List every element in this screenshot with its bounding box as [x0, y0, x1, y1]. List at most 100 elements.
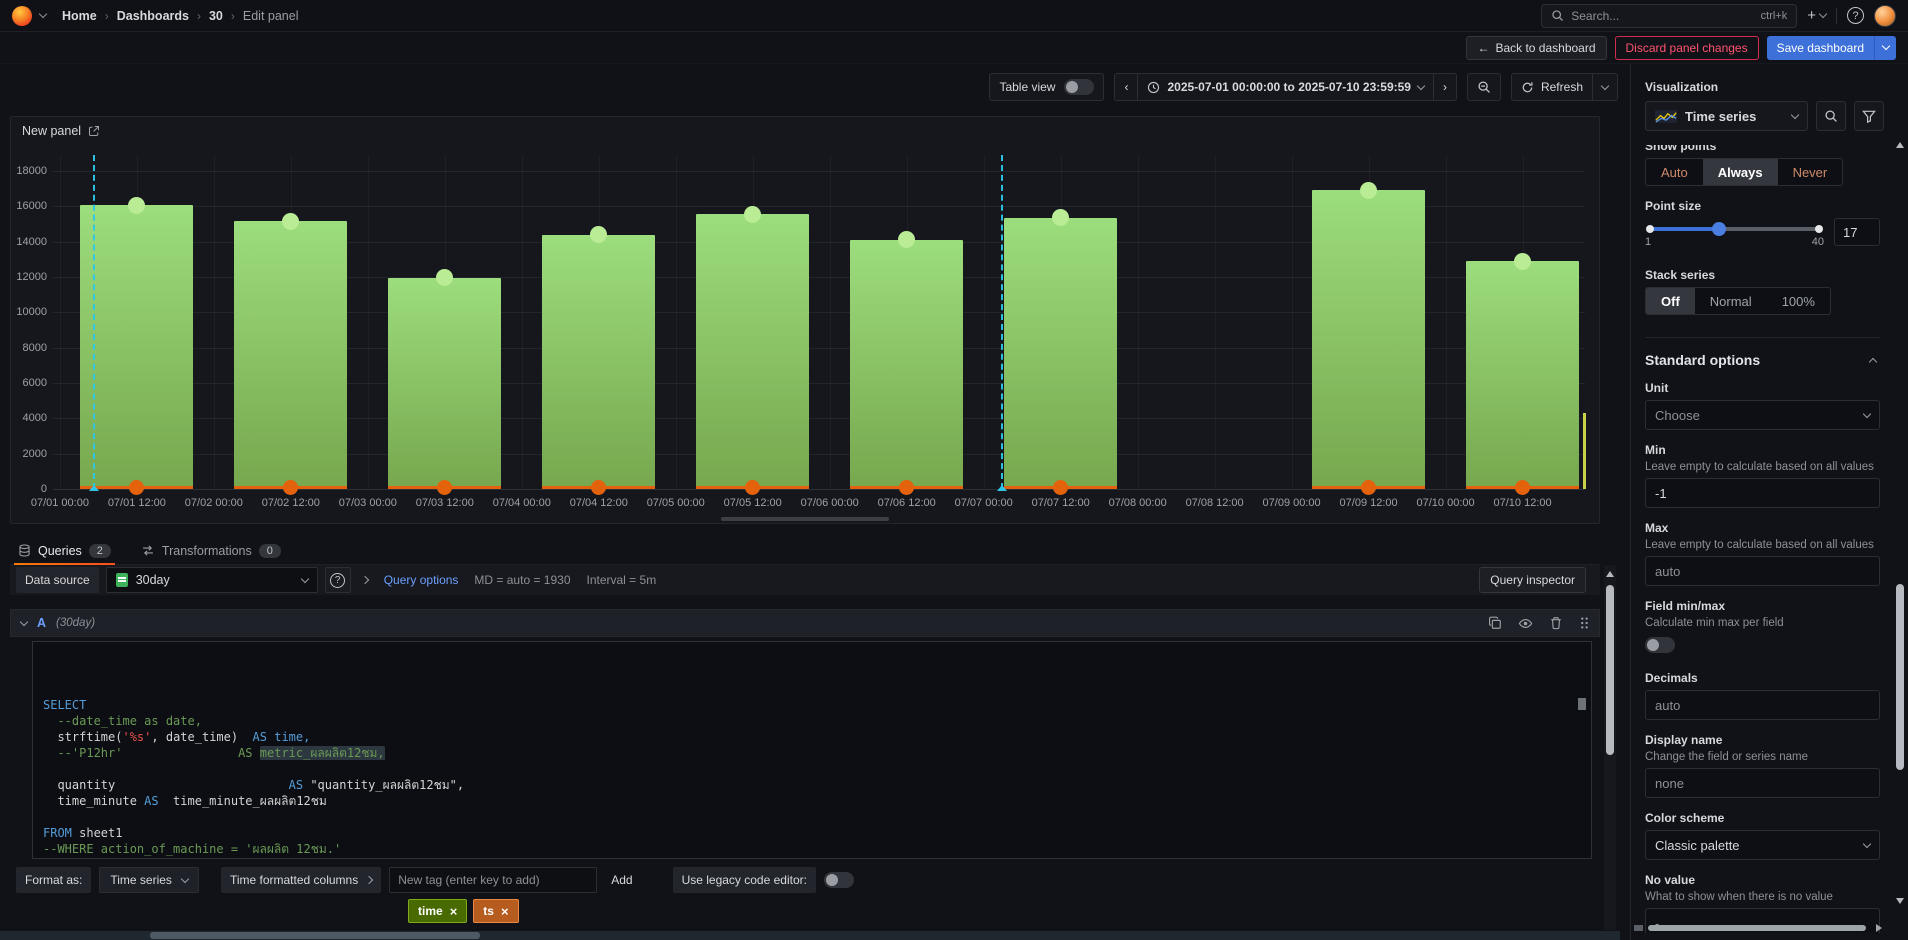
query-options-link[interactable]: Query options: [383, 573, 459, 587]
min-input[interactable]: [1645, 478, 1880, 508]
point-size-value-input[interactable]: [1834, 218, 1880, 246]
legacy-editor-toggle[interactable]: [823, 872, 854, 888]
radio-option-auto[interactable]: Auto: [1661, 164, 1688, 180]
discard-panel-changes-button[interactable]: Discard panel changes: [1614, 35, 1759, 60]
datasource-help-button[interactable]: ?: [324, 567, 351, 593]
save-dashboard-button[interactable]: Save dashboard: [1766, 35, 1874, 60]
scrollbar-thumb[interactable]: [150, 932, 480, 939]
bottom-horizontal-scrollbar[interactable]: [0, 931, 1620, 940]
time-shift-back-button[interactable]: ‹: [1124, 80, 1129, 94]
zoom-out-icon: [1477, 80, 1491, 94]
un​it-select[interactable]: Choose: [1645, 400, 1880, 430]
visualization-select[interactable]: Time series: [1645, 101, 1808, 131]
chevron-down-icon[interactable]: [19, 617, 29, 626]
tab-queries[interactable]: Queries 2: [14, 537, 115, 565]
clipped-edge-bar: [1583, 413, 1586, 489]
secondary-series-point: [1515, 479, 1531, 495]
back-to-dashboard-button[interactable]: ← Back to dashboard: [1466, 35, 1607, 60]
add-button[interactable]: +: [1807, 7, 1828, 24]
scrollbar-thumb[interactable]: [1648, 925, 1866, 931]
field-minmax-toggle[interactable]: [1645, 637, 1675, 653]
radio-option-never[interactable]: Never: [1792, 164, 1828, 180]
panel-toolbar: Table view ‹ 2025-07-01 00:00:00 to 2025…: [0, 72, 1618, 102]
time-shift-forward-button[interactable]: ›: [1432, 74, 1456, 100]
remove-tag-icon[interactable]: ×: [500, 903, 509, 919]
decimals-input[interactable]: [1645, 690, 1880, 720]
chevron-right-icon[interactable]: [360, 575, 369, 585]
radio-option-off[interactable]: Off: [1646, 288, 1695, 314]
datasource-select[interactable]: 30day: [105, 567, 318, 593]
search-options-button[interactable]: [1816, 101, 1846, 131]
search-box[interactable]: ctrl+k: [1541, 3, 1798, 28]
x-tick-label: 07/04 00:00: [492, 497, 551, 509]
queries-vertical-scrollbar[interactable]: [1604, 565, 1616, 930]
breadcrumb-item[interactable]: Dashboards: [116, 8, 189, 23]
remove-tag-icon[interactable]: ×: [449, 903, 458, 919]
visualization-label: Visualization: [1645, 80, 1719, 94]
plot-area[interactable]: 0 2000 4000 6000 8000 10000 12000 14000 16000 180…: [16, 155, 1586, 509]
breadcrumb-item[interactable]: Edit panel: [242, 8, 299, 23]
sql-editor[interactable]: SELECT --date_time as date, strftime('%s…: [32, 641, 1592, 859]
save-dashboard-caret[interactable]: [1874, 35, 1896, 60]
scroll-down-arrow[interactable]: [1896, 898, 1904, 904]
x-tick-label: 07/02 00:00: [184, 497, 243, 509]
chevron-down-icon[interactable]: [38, 9, 48, 19]
time-column-tag-input[interactable]: [389, 867, 598, 893]
refresh-label: Refresh: [1540, 80, 1583, 94]
tab-label: Queries: [38, 543, 82, 558]
refresh-button[interactable]: Refresh: [1512, 74, 1592, 100]
scroll-up-arrow[interactable]: [1896, 142, 1904, 148]
zoom-out-button[interactable]: [1468, 74, 1500, 100]
radio-option-always[interactable]: Always: [1702, 159, 1778, 185]
filter-options-button[interactable]: [1854, 101, 1884, 131]
panel-header[interactable]: New panel: [11, 117, 1599, 145]
refresh-interval-caret[interactable]: [1592, 74, 1617, 100]
drag-handle-icon[interactable]: [1579, 616, 1589, 630]
external-link-icon[interactable]: [88, 125, 100, 137]
x-tick-label: 07/03 00:00: [338, 497, 397, 509]
duplicate-query-icon[interactable]: [1488, 616, 1502, 630]
radio-option-100[interactable]: 100%: [1781, 293, 1815, 309]
annotation-marker[interactable]: [88, 485, 99, 491]
time-range-group: ‹ 2025-07-01 00:00:00 to 2025-07-10 23:5…: [1114, 73, 1457, 101]
tab-transformations[interactable]: Transformations 0: [137, 537, 285, 564]
radio-option-normal[interactable]: Normal: [1709, 293, 1752, 309]
scrollbar-thumb[interactable]: [1606, 585, 1614, 755]
delete-query-trash-icon[interactable]: [1549, 616, 1563, 630]
breadcrumb-item[interactable]: 30: [208, 8, 223, 23]
scroll-up-arrow[interactable]: [1606, 571, 1614, 577]
time-range-picker[interactable]: 2025-07-01 00:00:00 to 2025-07-10 23:59:…: [1137, 74, 1433, 100]
help-icon[interactable]: ?: [1847, 7, 1864, 24]
min-label: Min: [1645, 443, 1666, 457]
scroll-right-arrow[interactable]: [1876, 924, 1882, 932]
time-formatted-columns-label[interactable]: Time formatted columns: [220, 867, 382, 893]
search-input[interactable]: [1571, 8, 1754, 23]
gridline-vertical: [213, 155, 215, 489]
sidebar-horizontal-scrollbar[interactable]: [1634, 924, 1882, 932]
avatar[interactable]: [1874, 4, 1896, 27]
table-view-toggle[interactable]: [1064, 79, 1095, 95]
hide-query-eye-icon[interactable]: [1518, 616, 1533, 631]
grafana-logo-icon[interactable]: [12, 5, 32, 26]
display-name-input[interactable]: [1645, 768, 1880, 798]
query-row-header[interactable]: A (30day): [10, 609, 1600, 637]
annotation-line[interactable]: [92, 155, 95, 489]
breadcrumb-item[interactable]: Home: [62, 8, 97, 23]
add-tag-button[interactable]: Add: [611, 873, 633, 887]
format-as-select[interactable]: Time series: [99, 867, 199, 893]
time-column-tag[interactable]: ts ×: [473, 899, 519, 923]
panel-horizontal-scrollbar[interactable]: [721, 517, 889, 521]
sidebar-vertical-scrollbar[interactable]: [1894, 140, 1906, 916]
point-size-slider[interactable]: [1646, 222, 1823, 236]
color-scheme-select[interactable]: Classic palette: [1645, 830, 1880, 860]
max-input[interactable]: [1645, 556, 1880, 586]
scrollbar-thumb[interactable]: [1896, 584, 1904, 770]
annotation-marker[interactable]: [997, 485, 1008, 491]
annotation-line[interactable]: [1001, 155, 1004, 489]
query-inspector-button[interactable]: Query inspector: [1479, 567, 1586, 593]
slider-thumb[interactable]: [1712, 222, 1727, 236]
chevron-down-icon: [1790, 110, 1800, 119]
series-bar: [1312, 190, 1426, 489]
time-column-tag[interactable]: time ×: [408, 899, 468, 923]
standard-options-header[interactable]: Standard options: [1645, 337, 1880, 368]
